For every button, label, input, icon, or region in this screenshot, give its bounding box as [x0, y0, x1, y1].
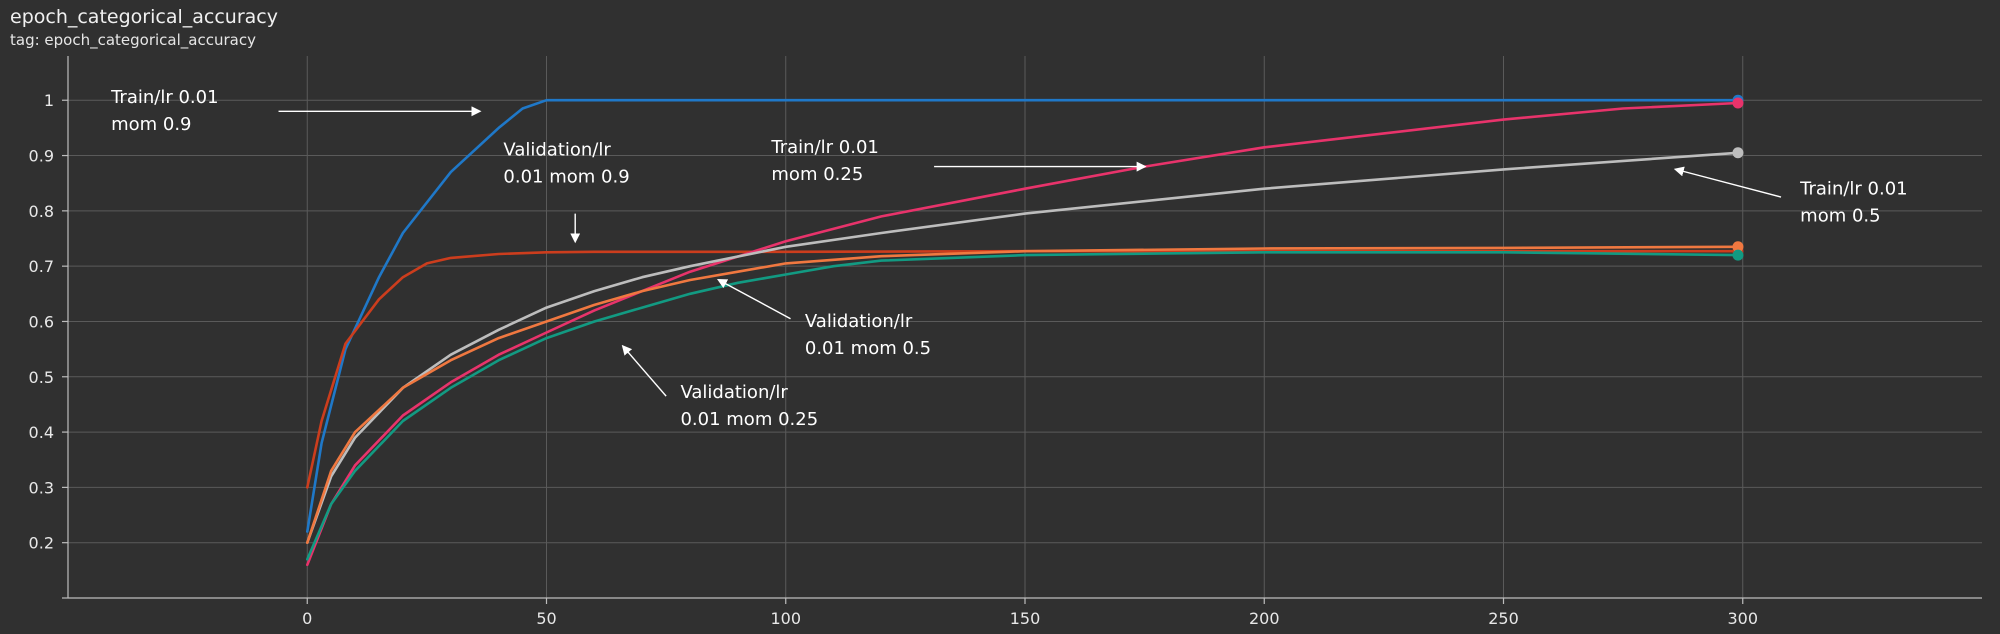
annotation-text: mom 0.5 [1800, 205, 1880, 226]
annotation-arrow [1673, 166, 1782, 198]
annotation-text: Validation/lr [680, 382, 788, 403]
y-tick-label: 0.4 [29, 423, 54, 442]
annotation-text: 0.01 mom 0.9 [503, 167, 629, 188]
series-line-1[interactable] [305, 249, 1740, 489]
y-tick-label: 0.2 [29, 534, 54, 553]
x-tick-label: 100 [770, 609, 801, 628]
series-end-point-4[interactable] [1732, 241, 1744, 253]
annotation-text: 0.01 mom 0.25 [680, 409, 818, 430]
x-tick-label: 200 [1249, 609, 1280, 628]
series-line-3[interactable] [305, 151, 1740, 545]
series-line-4[interactable] [305, 245, 1740, 545]
y-tick-label: 0.8 [29, 202, 54, 221]
annotations: Train/lr 0.01 mom 0.9 Validation/lr 0.01 mo… [110, 87, 1908, 430]
series-end-point-2[interactable] [1732, 97, 1744, 109]
annotation-text: mom 0.25 [771, 164, 863, 185]
x-tick-label: 300 [1727, 609, 1758, 628]
y-tick-label: 0.6 [29, 312, 54, 331]
annotation-5: Validation/lr 0.01 mom 0.25 [621, 344, 818, 430]
chart-tag: tag: epoch_categorical_accuracy [10, 31, 256, 49]
x-tick-label: 150 [1010, 609, 1041, 628]
chart-title: epoch_categorical_accuracy [10, 6, 278, 28]
annotation-3: Train/lr 0.01 mom 0.5 [1673, 166, 1908, 226]
y-tick-label: 0.5 [29, 368, 54, 387]
x-tick-label: 250 [1488, 609, 1519, 628]
x-tick-label: 50 [536, 609, 556, 628]
series-lines [305, 94, 1744, 567]
annotation-text: 0.01 mom 0.5 [805, 338, 931, 359]
annotation-text: Train/lr 0.01 [1799, 178, 1907, 199]
annotation-1: Validation/lr 0.01 mom 0.9 [503, 140, 630, 244]
annotation-text: Train/lr 0.01 [110, 87, 218, 108]
annotation-arrow [621, 344, 667, 397]
series-end-point-3[interactable] [1732, 147, 1744, 159]
annotation-text: mom 0.9 [111, 114, 191, 135]
y-tick-label: 0.3 [29, 478, 54, 497]
annotation-0: Train/lr 0.01 mom 0.9 [110, 87, 482, 135]
series-line-2[interactable] [305, 101, 1740, 567]
axes: 0.2 0.3 0.4 0.5 0.6 0.7 0.8 0.9 1 0 50 100 150 200 250… [29, 56, 1982, 628]
annotation-text: Train/lr 0.01 [770, 137, 878, 158]
y-tick-label: 0.9 [29, 147, 54, 166]
series-end-point-5[interactable] [1732, 249, 1744, 261]
annotation-text: Validation/lr [805, 311, 913, 332]
annotation-2: Train/lr 0.01 mom 0.25 [770, 137, 1147, 185]
annotation-4: Validation/lr 0.01 mom 0.5 [716, 279, 931, 359]
x-tick-label: 0 [302, 609, 312, 628]
y-tick-label: 1 [44, 91, 54, 110]
y-tick-label: 0.7 [29, 257, 54, 276]
annotation-arrow [716, 279, 791, 320]
annotation-text: Validation/lr [503, 140, 611, 161]
series-line-5[interactable] [305, 251, 1740, 561]
series-line-0[interactable] [305, 98, 1740, 533]
